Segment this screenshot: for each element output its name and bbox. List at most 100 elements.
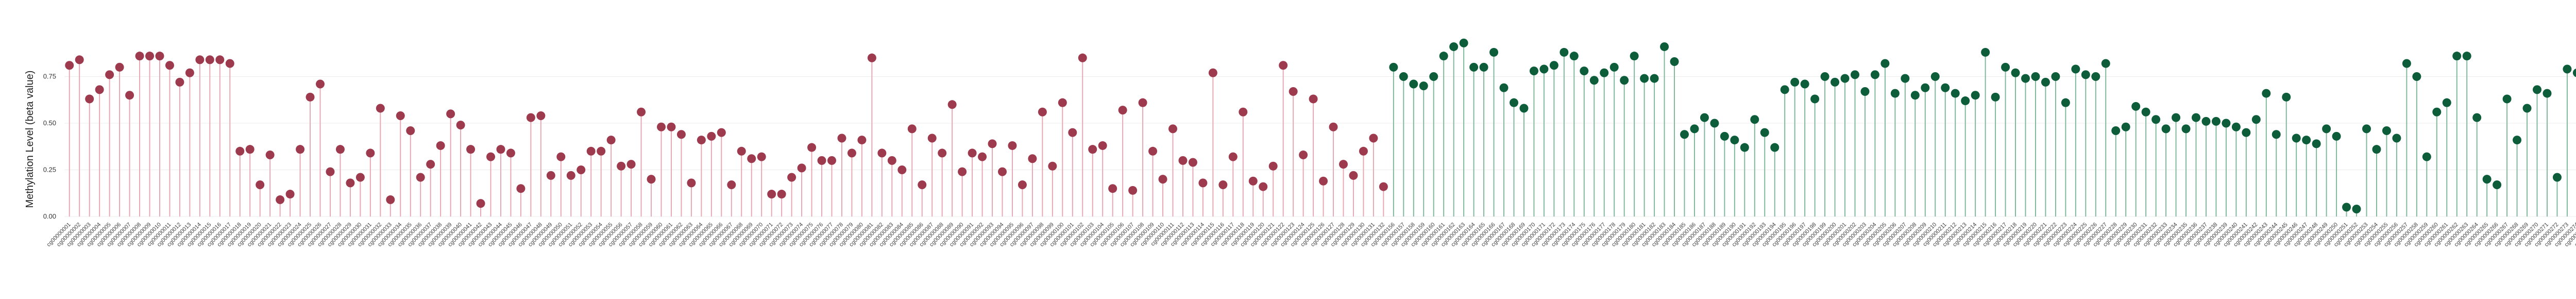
data-point <box>1429 72 1438 81</box>
data-point <box>1439 52 1448 61</box>
data-point <box>2533 85 2541 94</box>
data-point <box>757 152 766 161</box>
data-point <box>1549 61 1558 70</box>
data-point <box>1609 62 1619 72</box>
data-point <box>947 100 957 109</box>
y-axis-title: Methylation Level (beta value) <box>24 71 36 208</box>
data-point <box>1800 79 1809 89</box>
data-point <box>1008 141 1017 150</box>
data-point <box>2282 92 2291 102</box>
data-point <box>396 111 405 121</box>
data-point <box>647 175 656 184</box>
data-point <box>1068 128 1077 137</box>
data-point <box>1589 76 1599 85</box>
data-point <box>1820 72 1829 81</box>
data-point <box>456 121 465 130</box>
data-point <box>546 171 555 180</box>
data-point <box>536 111 546 121</box>
data-point <box>2021 74 2030 83</box>
points <box>65 38 2576 214</box>
data-point <box>1720 131 1729 141</box>
data-point <box>2242 128 2251 137</box>
data-point <box>366 148 375 158</box>
data-point <box>626 160 636 169</box>
data-point <box>747 154 756 163</box>
data-point <box>2412 72 2421 81</box>
data-point <box>697 136 706 145</box>
data-point <box>75 55 84 64</box>
data-point <box>326 167 335 176</box>
data-point <box>2051 72 2060 81</box>
data-point <box>867 53 876 62</box>
data-point <box>1660 42 1669 52</box>
data-point <box>676 130 686 139</box>
data-point <box>1279 61 1288 70</box>
data-point <box>727 180 736 189</box>
data-point <box>1519 104 1529 113</box>
data-point <box>586 146 596 156</box>
data-point <box>125 91 134 100</box>
data-point <box>316 79 325 89</box>
data-point <box>2081 70 2090 79</box>
data-point <box>1730 136 1739 145</box>
data-point <box>506 148 515 158</box>
data-point <box>426 160 435 169</box>
data-point <box>1620 76 1629 85</box>
data-point <box>2432 107 2442 117</box>
data-point <box>2452 52 2462 61</box>
data-point <box>606 136 616 145</box>
data-point <box>416 173 425 182</box>
data-point <box>807 143 817 152</box>
y-tick-label: 0.75 <box>43 73 56 80</box>
data-point <box>2201 117 2211 126</box>
data-point <box>1890 89 1900 98</box>
data-point <box>2121 122 2130 131</box>
data-point <box>2522 104 2532 113</box>
data-point <box>1188 158 1197 167</box>
data-point <box>2061 98 2070 107</box>
data-point <box>1569 52 1579 61</box>
data-point <box>2141 107 2150 117</box>
data-point <box>667 122 676 131</box>
data-point <box>2001 62 2010 72</box>
data-point <box>2272 130 2281 139</box>
data-point <box>2382 126 2391 135</box>
data-point <box>2302 136 2311 145</box>
data-point <box>1670 57 1679 67</box>
data-point <box>2091 72 2100 81</box>
data-point <box>496 145 505 154</box>
data-point <box>1529 67 1538 76</box>
data-point <box>1309 94 1318 104</box>
data-point <box>2502 94 2512 104</box>
data-point <box>1971 91 1980 100</box>
data-point <box>1168 124 1177 134</box>
data-point <box>1268 161 1278 171</box>
data-point <box>1910 91 1920 100</box>
data-point <box>1479 62 1488 72</box>
data-point <box>787 173 796 182</box>
data-point <box>195 55 205 64</box>
data-point <box>2482 175 2492 184</box>
data-point <box>968 148 977 158</box>
data-point <box>1289 87 1298 96</box>
data-point <box>1048 161 1057 171</box>
data-point <box>1208 68 1217 77</box>
stems <box>69 43 2568 217</box>
data-point <box>105 70 114 79</box>
data-point <box>2572 69 2576 77</box>
data-point <box>265 151 275 160</box>
data-point <box>827 156 836 165</box>
y-tick-label: 0.50 <box>43 119 56 127</box>
data-point <box>155 52 164 61</box>
data-point <box>1961 96 1970 106</box>
data-point <box>2543 89 2552 98</box>
data-point <box>2292 134 2301 143</box>
data-point <box>857 136 867 145</box>
data-point <box>2332 131 2341 141</box>
data-point <box>1489 47 1499 57</box>
data-point <box>887 156 896 165</box>
data-point <box>2071 64 2080 74</box>
data-point <box>175 77 184 87</box>
data-point <box>877 148 887 158</box>
data-point <box>2322 124 2331 134</box>
